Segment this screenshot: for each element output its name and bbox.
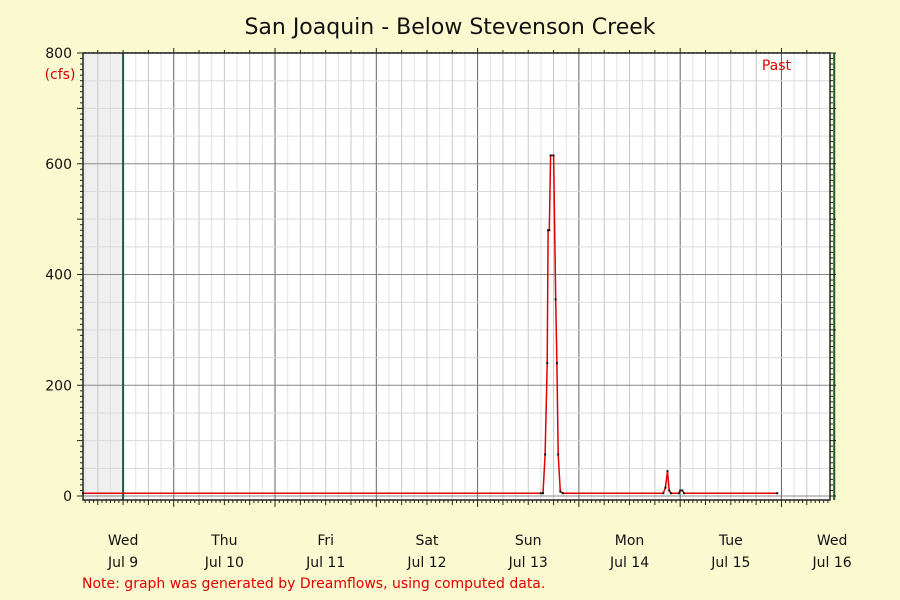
y-axis-unit-label: (cfs) — [45, 67, 76, 83]
past-label: Past — [762, 58, 792, 74]
data-point — [776, 492, 779, 495]
data-point — [544, 453, 547, 456]
data-point — [548, 229, 551, 232]
y-tick-label: 800 — [45, 46, 72, 62]
x-date-label: Jul 10 — [204, 555, 244, 571]
tick-marks — [77, 48, 836, 507]
data-point — [662, 492, 665, 495]
y-tick-label: 200 — [45, 378, 72, 394]
x-date-label: Jul 13 — [508, 555, 548, 571]
data-point — [539, 492, 542, 495]
data-point — [681, 489, 684, 492]
x-weekday-label: Fri — [317, 533, 334, 549]
x-weekday-label: Sat — [415, 533, 438, 549]
data-point — [677, 492, 680, 495]
axis-labels: 0 200 400 600 800 Wed Jul 9 Thu Jul 10 Fri Jul 11 S… — [45, 46, 852, 571]
data-point — [547, 229, 550, 232]
data-point — [554, 298, 557, 301]
data-point — [668, 489, 671, 492]
data-point — [559, 490, 562, 493]
x-weekday-label: Thu — [210, 533, 237, 549]
x-weekday-label: Wed — [108, 533, 139, 549]
y-tick-label: 400 — [45, 268, 72, 284]
x-date-label: Jul 11 — [305, 555, 345, 571]
x-weekday-label: Mon — [615, 533, 645, 549]
x-weekday-label: Sun — [515, 533, 542, 549]
data-point — [552, 154, 555, 157]
shaded-region-left — [83, 53, 124, 500]
y-tick-label: 0 — [63, 489, 72, 505]
data-point — [669, 492, 672, 495]
data-point — [546, 362, 549, 365]
grid-lines — [83, 52, 836, 500]
x-weekday-label: Tue — [718, 533, 743, 549]
data-point — [561, 492, 564, 495]
x-weekday-label: Wed — [817, 533, 848, 549]
data-point — [549, 154, 552, 157]
x-date-label: Jul 9 — [107, 555, 138, 571]
data-point — [679, 489, 682, 492]
x-date-label: Jul 15 — [710, 555, 750, 571]
y-tick-label: 600 — [45, 157, 72, 173]
chart-title: San Joaquin - Below Stevenson Creek — [244, 15, 655, 40]
data-point — [555, 362, 558, 365]
data-point — [666, 470, 669, 473]
x-date-label: Jul 16 — [812, 555, 852, 571]
data-point — [542, 492, 545, 495]
data-point — [664, 486, 667, 489]
x-date-label: Jul 12 — [406, 555, 446, 571]
series-layer — [82, 154, 779, 495]
x-date-label: Jul 14 — [609, 555, 649, 571]
data-point — [682, 492, 685, 495]
footnote: Note: graph was generated by Dreamflows,… — [82, 576, 545, 592]
data-point — [557, 453, 560, 456]
